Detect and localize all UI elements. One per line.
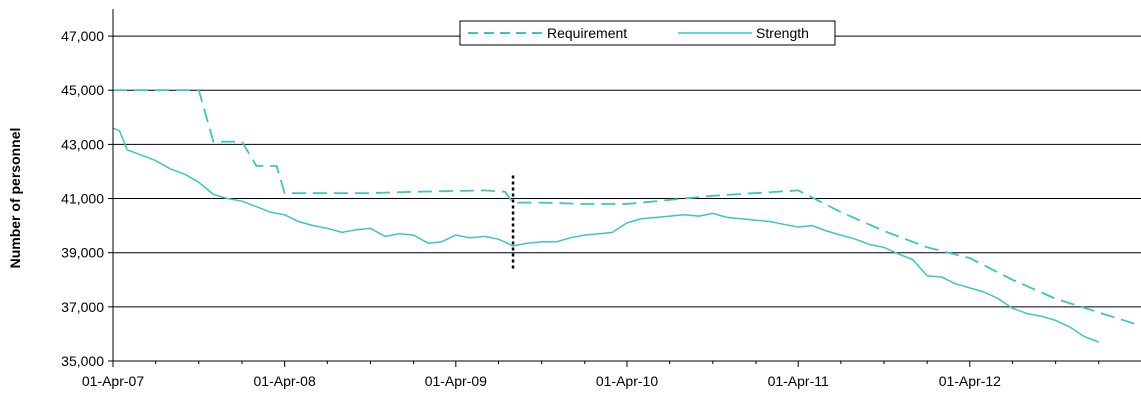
y-axis-title: Number of personnel — [7, 128, 23, 269]
y-tick-label: 35,000 — [61, 353, 104, 369]
x-tick-label: 01-Apr-11 — [768, 373, 829, 389]
series-line-strength — [112, 127, 1100, 343]
series-line-requirement — [113, 89, 1141, 327]
axes — [108, 9, 1141, 367]
y-tick-label: 45,000 — [61, 82, 104, 98]
y-tick-label: 37,000 — [61, 299, 104, 315]
x-tick-label: 01-Apr-09 — [425, 373, 487, 389]
y-tick-label: 39,000 — [61, 245, 104, 261]
gridlines — [113, 35, 1141, 362]
legend-label-requirement: Requirement — [547, 25, 627, 41]
legend: Requirement Strength — [459, 20, 836, 46]
x-tick-labels: 01-Apr-07 01-Apr-08 01-Apr-09 01-Apr-10 01-A… — [82, 373, 1001, 389]
x-tick-label: 01-Apr-10 — [596, 373, 658, 389]
legend-label-strength: Strength — [756, 25, 809, 41]
y-tick-labels: 35,000 37,000 39,000 41,000 43,000 45,000 47,0… — [61, 28, 104, 369]
y-tick-label: 41,000 — [61, 191, 104, 207]
x-tick-label: 01-Apr-12 — [939, 373, 1001, 389]
x-tick-label: 01-Apr-07 — [82, 373, 144, 389]
y-tick-label: 43,000 — [61, 136, 104, 152]
series-layer — [112, 89, 1141, 343]
x-tick-label: 01-Apr-08 — [254, 373, 316, 389]
y-tick-label: 47,000 — [61, 28, 104, 44]
